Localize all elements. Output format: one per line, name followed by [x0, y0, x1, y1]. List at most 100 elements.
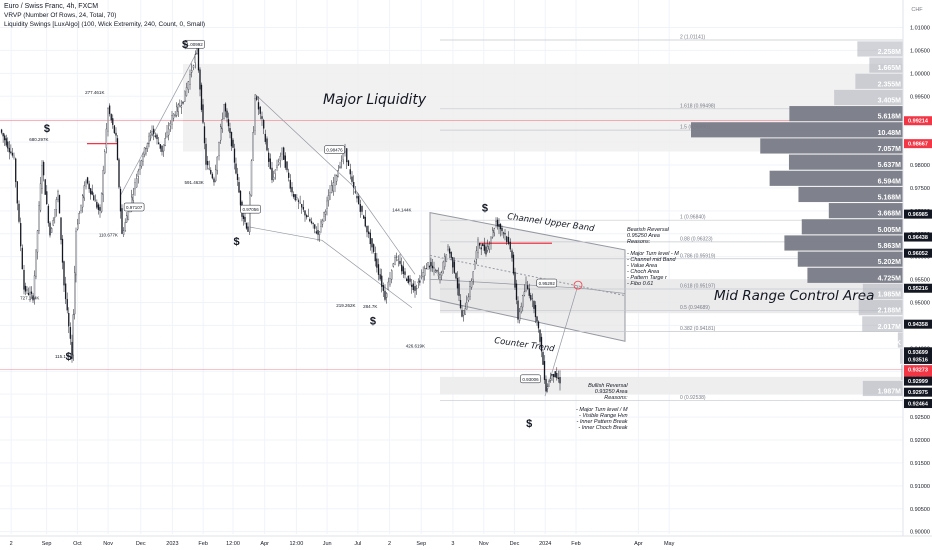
candle-body — [63, 261, 65, 286]
candle-body — [483, 244, 486, 251]
candle-body — [391, 270, 393, 280]
candle-body — [226, 110, 228, 118]
candle-body — [514, 271, 516, 288]
candle-body — [156, 134, 158, 140]
candle-body — [428, 266, 431, 268]
x-tick-label: Sep — [416, 541, 426, 547]
indicator-vrvp[interactable]: VRVP (Number Of Rows, 24, Total, 70) — [4, 12, 117, 19]
candle-body — [499, 223, 502, 230]
candle-body — [321, 220, 324, 225]
candle-body — [54, 209, 56, 218]
candle-body — [455, 273, 457, 279]
candle-body — [256, 96, 258, 100]
x-tick-label: Apr — [634, 541, 643, 547]
candle-body — [221, 119, 223, 130]
candle-body — [171, 115, 173, 125]
candle-body — [276, 165, 278, 168]
candle-body — [496, 219, 499, 227]
volume-profile-bar — [900, 364, 903, 380]
target-circle — [573, 280, 583, 290]
candle-body — [507, 236, 510, 244]
candle-body — [100, 192, 103, 212]
candle-body — [24, 285, 27, 292]
candle-body — [286, 161, 288, 171]
y-tick-label: 1.00000 — [910, 71, 930, 77]
volume-profile-label: 10.48M — [878, 130, 902, 137]
candle-body — [168, 128, 170, 136]
candle-body — [235, 163, 237, 174]
candle-body — [164, 138, 166, 146]
candle-body — [18, 203, 20, 222]
candle-body — [230, 132, 233, 147]
candle-body — [520, 306, 522, 312]
volume-profile-label: 254K — [884, 340, 901, 347]
candle-body — [140, 160, 143, 167]
candle-body — [29, 292, 31, 295]
candle-body — [176, 106, 178, 116]
volume-profile-label: 5.637M — [878, 162, 902, 169]
candle-body — [368, 231, 370, 235]
candle-body — [452, 257, 454, 268]
candle-body — [257, 102, 260, 110]
price-tag-box — [904, 116, 932, 126]
candle-body — [531, 298, 534, 300]
candle-body — [2, 133, 4, 137]
volume-profile-bar — [828, 203, 903, 219]
candle-body — [559, 377, 561, 384]
candle-body — [244, 217, 246, 222]
symbol-title[interactable]: Euro / Swiss Franc, 4h, FXCM — [4, 3, 99, 10]
candle-body — [341, 160, 343, 162]
candle-body — [163, 144, 165, 152]
candle-body — [327, 195, 330, 201]
y-tick-label: 0.90500 — [910, 507, 930, 513]
candle-body — [331, 185, 333, 193]
candle-body — [439, 274, 441, 278]
candle-body — [206, 160, 209, 166]
candle-body — [108, 105, 111, 115]
currency-label: CHF — [911, 7, 923, 13]
candle-body — [118, 159, 120, 188]
candle-body — [68, 313, 70, 327]
candle-body — [119, 188, 122, 212]
dollar-marker: $ — [234, 236, 240, 248]
candle-body — [85, 181, 87, 187]
y-tick-label: 0.92000 — [910, 438, 930, 444]
candle-body — [312, 222, 314, 224]
candle-body — [180, 105, 183, 108]
candle-body — [379, 274, 381, 280]
candle-body — [149, 132, 152, 136]
candles — [0, 42, 561, 393]
candle-body — [218, 142, 220, 157]
candle-body — [20, 223, 22, 247]
x-tick-label: Nov — [103, 541, 113, 547]
candle-body — [475, 250, 478, 260]
fib-label: 2 (1.01141) — [680, 34, 706, 40]
price-callout-label: 0.97107 — [126, 205, 143, 210]
indicator-liquidity-swings[interactable]: Liquidity Swings [LuxAlgo] (100, Wick Ex… — [4, 21, 206, 28]
pattern-lines — [119, 46, 626, 397]
candle-body — [552, 374, 555, 378]
price-tag-box — [904, 354, 932, 364]
candle-body — [386, 293, 388, 298]
candle-body — [296, 197, 298, 200]
candle-body — [16, 181, 18, 204]
candle-body — [0, 129, 3, 133]
candle-body — [36, 230, 39, 253]
candle-body — [511, 250, 513, 258]
price-tag-label: 0.92975 — [908, 390, 928, 396]
candle-body — [470, 280, 473, 288]
candle-body — [495, 221, 497, 226]
price-callout-box — [536, 278, 558, 288]
price-tag-label: 0.99214 — [908, 119, 929, 125]
candle-body — [526, 285, 529, 289]
x-tick-label: Nov — [479, 541, 489, 547]
candle-body — [151, 131, 153, 135]
candle-body — [402, 266, 404, 275]
candle-body — [297, 200, 300, 202]
candle-body — [291, 187, 293, 193]
volume-tag-label: 110.677K — [99, 233, 118, 238]
volume-profile-label: 5.618M — [878, 114, 902, 121]
candle-body — [259, 106, 261, 114]
candle-body — [339, 166, 341, 168]
